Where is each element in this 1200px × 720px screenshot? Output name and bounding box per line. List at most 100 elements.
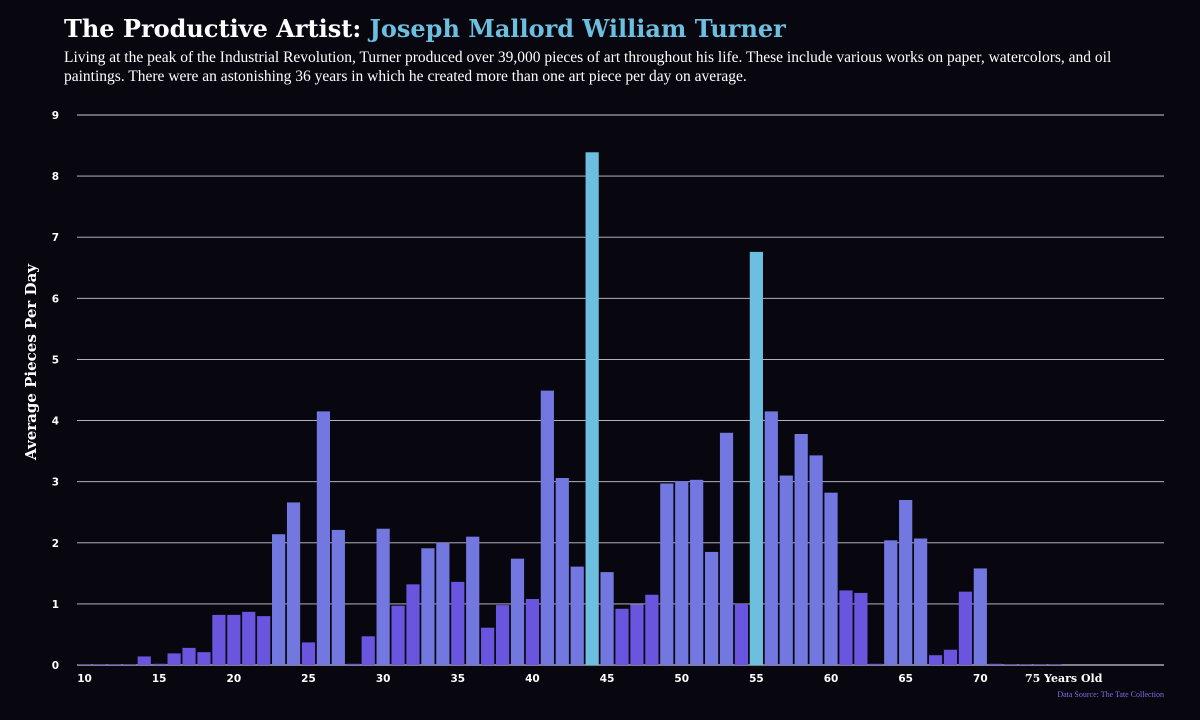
y-tick-label: 6	[52, 293, 59, 305]
x-tick-label: 15	[152, 673, 167, 685]
bar-age-70	[973, 568, 987, 665]
bar-age-38	[495, 605, 510, 665]
bar-age-73	[1018, 664, 1032, 665]
bar-age-50	[675, 481, 689, 665]
x-tick-labels: 10 15 20 25 30 35 40 45 50 55 60 65 70 75 Years Old	[77, 672, 1103, 685]
bar-age-13	[122, 664, 136, 665]
bar-age-75	[1048, 664, 1062, 665]
bar-age-34	[436, 542, 450, 665]
y-tick-label: 0	[52, 660, 59, 672]
bar-age-60	[824, 492, 838, 665]
bar-age-27	[331, 529, 345, 665]
bar-age-12	[107, 664, 121, 665]
bar-age-59	[809, 455, 823, 665]
bar-age-14	[137, 656, 151, 665]
bar-age-15	[152, 663, 166, 665]
bars	[77, 152, 1062, 665]
bar-age-58	[794, 434, 808, 665]
x-tick-label: 55	[749, 673, 764, 685]
bar-age-35	[451, 581, 465, 665]
bar-age-65	[899, 500, 913, 665]
y-tick-label: 1	[52, 599, 59, 611]
x-tick-label: 10	[77, 673, 92, 685]
bar-age-31	[391, 605, 405, 665]
bar-age-22	[257, 616, 271, 665]
bar-age-25	[301, 642, 316, 665]
bar-age-42	[555, 478, 569, 665]
data-source-note: Data Source: The Tate Collection	[1057, 690, 1164, 699]
bar-age-66	[914, 538, 928, 665]
x-tick-label: 65	[898, 673, 913, 685]
bar-age-67	[928, 655, 943, 665]
bar-age-56	[764, 411, 778, 665]
bar-age-41	[540, 390, 554, 665]
bar-age-28	[346, 663, 360, 665]
bar-age-26	[316, 411, 331, 665]
bar-age-55	[749, 251, 763, 665]
x-tick-label: 30	[376, 673, 391, 685]
bar-age-48	[645, 594, 659, 665]
bar-age-23	[272, 534, 286, 665]
bar-age-33	[421, 548, 435, 665]
bar-age-18	[197, 652, 211, 665]
bar-age-19	[212, 614, 226, 665]
bar-age-29	[361, 636, 375, 665]
y-tick-label: 9	[52, 110, 59, 122]
bar-age-52	[704, 551, 719, 665]
x-tick-label: 70	[973, 673, 988, 685]
bar-age-74	[1033, 664, 1047, 665]
x-tick-label: 50	[674, 673, 689, 685]
bar-age-51	[690, 479, 704, 665]
bar-age-11	[92, 664, 107, 665]
bar-age-45	[600, 572, 614, 665]
bar-age-53	[719, 432, 734, 665]
chart-title: The Productive Artist: Joseph Mallord Wi…	[64, 14, 786, 43]
x-tick-label: 60	[824, 673, 839, 685]
x-tick-label: 35	[450, 673, 465, 685]
bar-age-36	[466, 536, 480, 665]
bar-age-30	[376, 528, 390, 665]
bar-age-39	[510, 558, 525, 665]
y-tick-label: 2	[52, 538, 59, 550]
y-tick-label: 8	[52, 171, 59, 183]
bar-age-71	[988, 663, 1002, 665]
bar-age-69	[958, 591, 972, 665]
bar-age-49	[660, 483, 674, 665]
y-tick-label: 7	[52, 232, 59, 244]
bar-age-20	[227, 614, 241, 665]
bar-age-24	[286, 502, 301, 665]
chart-subtitle: Living at the peak of the Industrial Rev…	[64, 49, 1112, 85]
bar-age-61	[839, 590, 853, 665]
y-tick-label: 5	[52, 354, 59, 366]
x-tick-label: 45	[600, 673, 615, 685]
bar-age-37	[481, 627, 495, 665]
bar-age-17	[182, 647, 196, 665]
bar-age-40	[525, 599, 540, 665]
title-prefix: The Productive Artist:	[64, 14, 370, 43]
bar-age-10	[77, 664, 92, 665]
bar-age-44	[585, 152, 599, 665]
bar-age-46	[615, 608, 629, 665]
bar-age-21	[242, 611, 256, 665]
bar-age-68	[943, 649, 958, 665]
x-tick-label: 40	[525, 673, 540, 685]
bar-age-47	[630, 604, 644, 665]
title-artist-name: Joseph Mallord William Turner	[369, 14, 786, 43]
bar-age-63	[869, 663, 883, 665]
x-tick-label: 75 Years Old	[1025, 672, 1103, 685]
bar-age-57	[779, 475, 793, 665]
bar-age-62	[854, 592, 868, 665]
grid-lines	[77, 114, 1164, 666]
bar-age-16	[167, 653, 181, 665]
y-tick-label: 4	[52, 416, 59, 428]
bar-age-72	[1003, 664, 1017, 665]
bar-age-64	[884, 540, 898, 665]
bar-age-54	[734, 603, 749, 665]
x-tick-label: 25	[301, 673, 316, 685]
x-tick-label: 20	[227, 673, 242, 685]
y-tick-labels: 0 1 2 3 4 5 6 7 8 9	[52, 110, 59, 672]
y-tick-label: 3	[52, 477, 59, 489]
bar-age-32	[406, 584, 420, 665]
bar-age-43	[570, 566, 584, 665]
